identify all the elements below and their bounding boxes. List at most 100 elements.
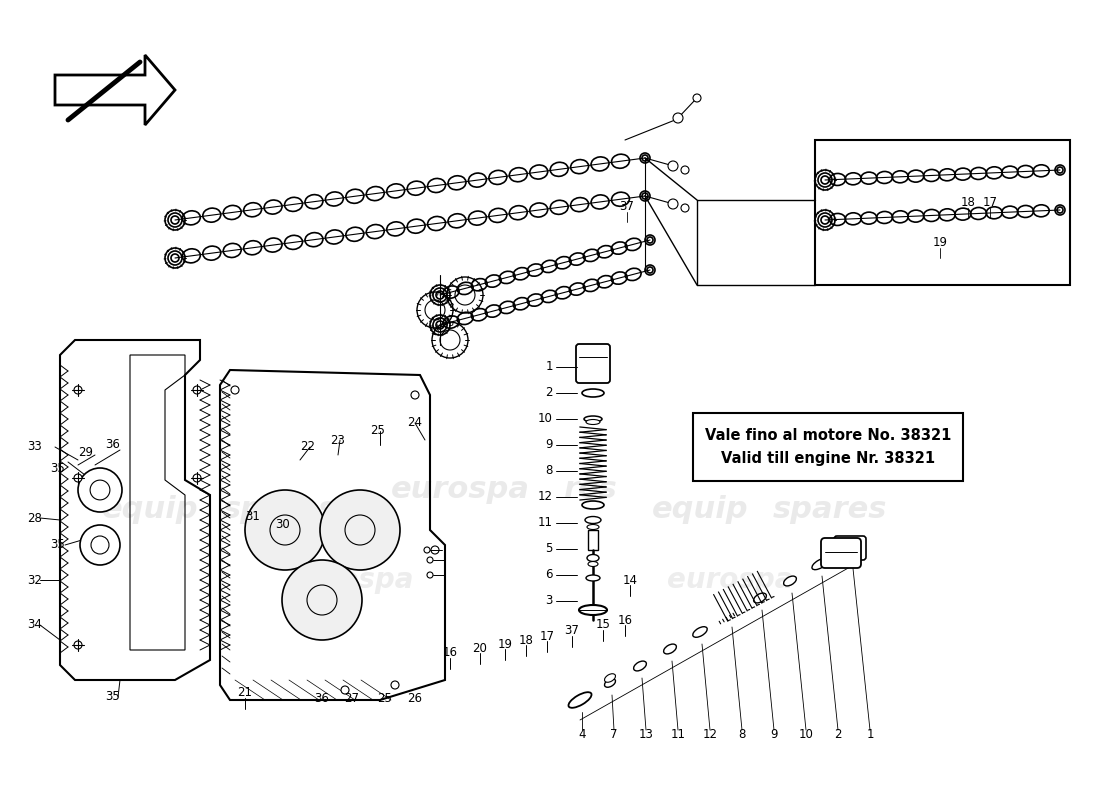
Text: 36: 36	[106, 438, 120, 450]
Circle shape	[80, 525, 120, 565]
Text: 10: 10	[799, 729, 813, 742]
Text: 9: 9	[546, 438, 553, 451]
Ellipse shape	[812, 558, 828, 570]
Circle shape	[693, 94, 701, 102]
Text: 36: 36	[315, 693, 329, 706]
Ellipse shape	[586, 575, 600, 581]
Circle shape	[78, 468, 122, 512]
Ellipse shape	[754, 593, 767, 603]
Ellipse shape	[582, 389, 604, 397]
Text: 18: 18	[960, 197, 976, 210]
Text: equip: equip	[101, 495, 198, 525]
Text: 22: 22	[300, 441, 316, 454]
Text: 29: 29	[78, 446, 94, 459]
Text: 1: 1	[867, 729, 873, 742]
Ellipse shape	[634, 661, 647, 671]
Ellipse shape	[783, 576, 796, 586]
Circle shape	[668, 199, 678, 209]
Circle shape	[192, 386, 201, 394]
Circle shape	[681, 166, 689, 174]
Text: 33: 33	[28, 441, 43, 454]
Bar	[588, 530, 598, 550]
Text: 7: 7	[610, 729, 618, 742]
Text: equip: equip	[651, 495, 748, 525]
Text: 37: 37	[619, 201, 635, 214]
Text: 3: 3	[546, 594, 553, 607]
Text: 11: 11	[671, 729, 685, 742]
Text: 16: 16	[442, 646, 458, 659]
Bar	[693, 413, 962, 481]
Text: Vale fino al motore No. 38321: Vale fino al motore No. 38321	[705, 428, 952, 443]
Text: 14: 14	[623, 574, 638, 586]
Text: 35: 35	[51, 462, 65, 474]
Ellipse shape	[663, 644, 676, 654]
Circle shape	[681, 204, 689, 212]
Circle shape	[341, 686, 349, 694]
Text: 23: 23	[331, 434, 345, 446]
Ellipse shape	[569, 692, 592, 708]
Bar	[815, 140, 1070, 285]
Text: 15: 15	[595, 618, 610, 631]
Ellipse shape	[693, 626, 707, 638]
Text: 12: 12	[538, 490, 553, 503]
Text: Valid till engine Nr. 38321: Valid till engine Nr. 38321	[720, 451, 935, 466]
Text: eurospa: eurospa	[667, 566, 793, 594]
Text: 24: 24	[407, 417, 422, 430]
Text: 30: 30	[276, 518, 290, 530]
Ellipse shape	[587, 525, 600, 530]
Text: 25: 25	[371, 425, 385, 438]
Circle shape	[74, 474, 82, 482]
Ellipse shape	[586, 419, 600, 425]
FancyBboxPatch shape	[576, 344, 610, 383]
Polygon shape	[55, 55, 175, 125]
Text: 5: 5	[546, 542, 553, 555]
Circle shape	[411, 391, 419, 399]
Text: 18: 18	[518, 634, 534, 646]
Text: 12: 12	[703, 729, 717, 742]
Ellipse shape	[588, 562, 598, 566]
Circle shape	[320, 490, 400, 570]
Text: eurospa: eurospa	[390, 475, 529, 505]
Text: 9: 9	[770, 729, 778, 742]
Ellipse shape	[587, 554, 600, 562]
Circle shape	[390, 681, 399, 689]
Text: 34: 34	[28, 618, 43, 631]
Text: 32: 32	[28, 574, 43, 586]
Text: 6: 6	[546, 569, 553, 582]
Text: 37: 37	[564, 625, 580, 638]
Text: 35: 35	[51, 538, 65, 551]
Circle shape	[282, 560, 362, 640]
Ellipse shape	[585, 517, 601, 523]
Text: 2: 2	[546, 386, 553, 399]
Text: 13: 13	[639, 729, 653, 742]
Text: 20: 20	[473, 642, 487, 654]
Text: 4: 4	[579, 729, 585, 742]
Circle shape	[668, 161, 678, 171]
Text: 21: 21	[238, 686, 253, 699]
Text: 17: 17	[539, 630, 554, 642]
Ellipse shape	[584, 416, 602, 422]
FancyBboxPatch shape	[821, 538, 861, 568]
Text: 1: 1	[546, 361, 553, 374]
Text: 28: 28	[28, 511, 43, 525]
Text: 2: 2	[834, 729, 842, 742]
Circle shape	[74, 386, 82, 394]
Circle shape	[74, 641, 82, 649]
Text: 11: 11	[538, 517, 553, 530]
Text: 25: 25	[377, 693, 393, 706]
Text: 19: 19	[933, 237, 947, 250]
Circle shape	[192, 474, 201, 482]
Text: 19: 19	[497, 638, 513, 650]
Circle shape	[673, 113, 683, 123]
Text: 27: 27	[344, 693, 360, 706]
Text: 35: 35	[106, 690, 120, 703]
Text: spares: spares	[773, 495, 888, 525]
Text: 26: 26	[407, 693, 422, 706]
Text: 16: 16	[617, 614, 632, 626]
Text: 31: 31	[245, 510, 261, 523]
Text: res: res	[563, 475, 617, 505]
Text: spares: spares	[223, 495, 338, 525]
Circle shape	[431, 546, 439, 554]
Text: eurospa: eurospa	[287, 566, 414, 594]
Text: 8: 8	[738, 729, 746, 742]
